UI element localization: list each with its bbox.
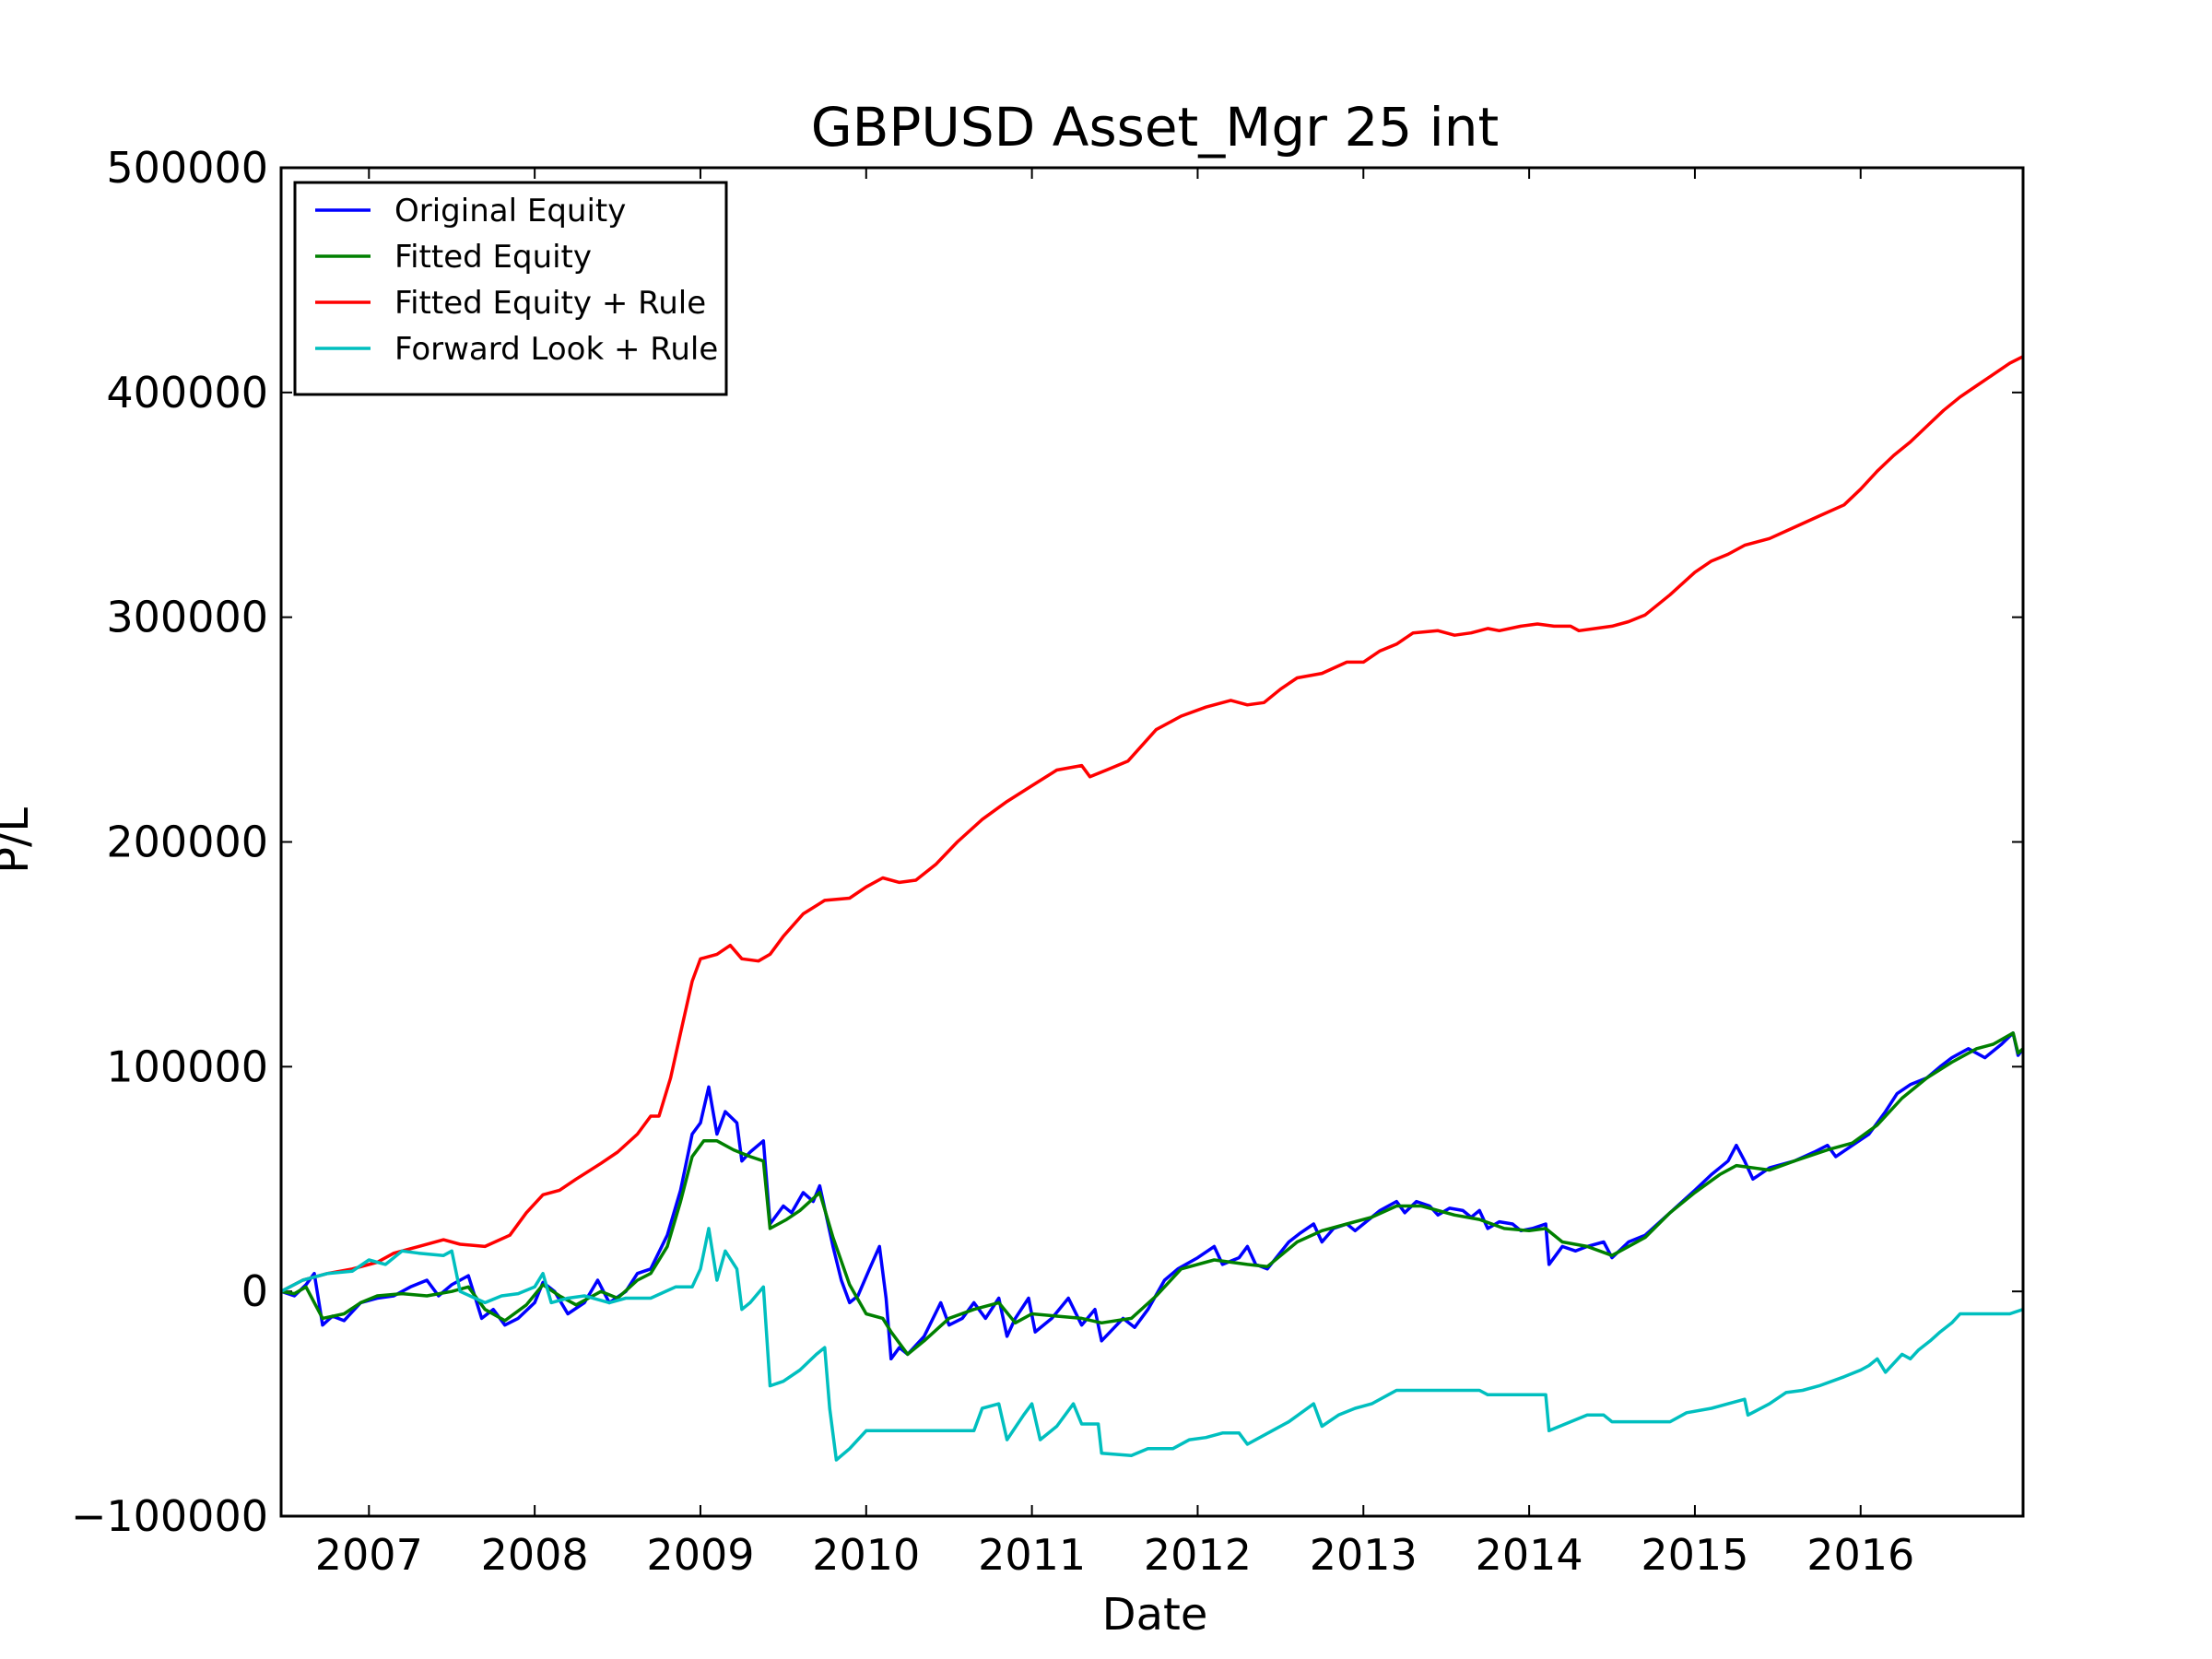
x-tick-label: 2010 <box>812 1530 920 1580</box>
x-axis: 2007 2008 2009 2010 2011 2012 2013 2014 2015 2016 <box>315 168 1914 1580</box>
legend-label: Original Equity <box>394 193 626 229</box>
y-tick-label: 0 <box>241 1266 268 1316</box>
y-tick-label: 100000 <box>106 1041 268 1091</box>
x-tick-label: 2011 <box>978 1530 1086 1580</box>
x-tick-label: 2015 <box>1641 1530 1748 1580</box>
y-tick-label: −100000 <box>71 1491 268 1541</box>
y-tick-label: 500000 <box>106 143 268 193</box>
series-line-fitted-equity-rule <box>281 355 2023 1293</box>
x-tick-label: 2012 <box>1144 1530 1252 1580</box>
chart-title: GBPUSD Asset_Mgr 25 int <box>811 96 1500 159</box>
plot-frame <box>279 166 2025 1518</box>
legend-box <box>293 181 728 396</box>
x-tick-label: 2013 <box>1310 1530 1418 1580</box>
x-tick-label: 2014 <box>1476 1530 1583 1580</box>
x-tick-label: 2009 <box>646 1530 754 1580</box>
x-tick-label: 2016 <box>1806 1530 1914 1580</box>
y-axis: −100000 0 100000 200000 300000 400000 500000 <box>71 143 2023 1541</box>
legend-label: Fitted Equity <box>394 239 592 276</box>
legend-label: Fitted Equity + Rule <box>394 285 706 322</box>
series-lines <box>281 355 2023 1462</box>
y-axis-label: P/L <box>0 807 39 874</box>
plot-area <box>281 355 2023 1462</box>
y-tick-label: 300000 <box>106 593 268 642</box>
y-tick-label: 200000 <box>106 818 268 867</box>
legend: Original Equity Fitted Equity Fitted Equit… <box>293 181 728 396</box>
series-line-forward-look-rule <box>281 1227 2023 1462</box>
x-tick-label: 2007 <box>315 1530 423 1580</box>
y-tick-label: 400000 <box>106 368 268 418</box>
series-line-original-equity <box>281 1031 2023 1361</box>
x-axis-label: Date <box>1102 1589 1208 1641</box>
legend-label: Forward Look + Rule <box>394 331 718 368</box>
x-tick-label: 2008 <box>481 1530 589 1580</box>
